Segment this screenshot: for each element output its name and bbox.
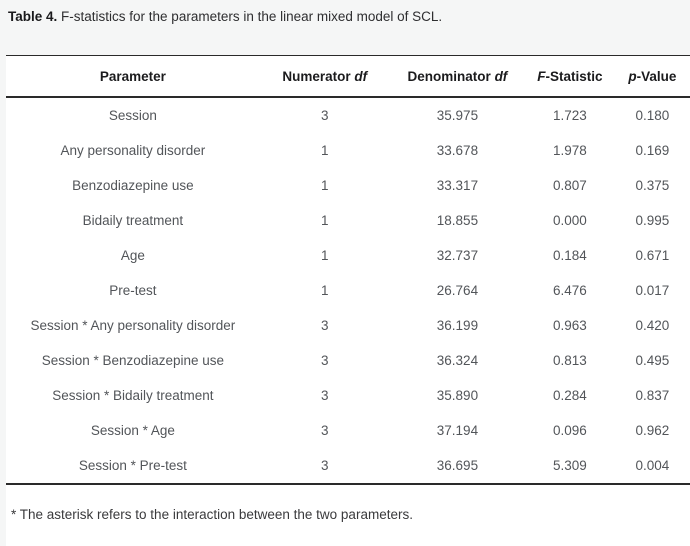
table-row: Session * Age 3 37.194 0.096 0.962 xyxy=(6,413,690,448)
table-cell: 3 xyxy=(320,108,329,123)
table-cell: 5.309 xyxy=(525,448,615,485)
table-cell: 0.671 xyxy=(635,248,670,263)
table-footnote: * The asterisk refers to the interaction… xyxy=(11,507,413,522)
table-cell: 0.000 xyxy=(553,213,587,228)
table-cell: 36.324 xyxy=(436,353,479,368)
table-cell: 33.317 xyxy=(436,178,479,193)
table-cell: 0.807 xyxy=(553,178,587,193)
table-cell: Bidaily treatment xyxy=(82,213,184,228)
table-cell: 0.813 xyxy=(553,353,587,368)
table-caption: Table 4. F-statistics for the parameters… xyxy=(8,8,442,25)
table-cell: 3 xyxy=(320,388,329,403)
table-cell: 1.978 xyxy=(553,143,587,158)
table-row: Bidaily treatment 1 18.855 0.000 0.995 xyxy=(6,203,690,238)
table-cell: 1 xyxy=(320,248,329,263)
column-header: p-Value xyxy=(614,56,690,98)
table-row: Pre-test 1 26.764 6.476 0.017 xyxy=(6,273,690,308)
table-cell: 3 xyxy=(320,318,329,333)
f-statistics-table: Parameter Numerator df Denominator df F-Sta… xyxy=(6,56,690,485)
column-header: Denominator df xyxy=(389,56,526,98)
table-cell: 32.737 xyxy=(436,248,479,263)
table-cell: 1 xyxy=(320,143,329,158)
table-cell: 0.184 xyxy=(553,248,587,263)
table-cell: 1.723 xyxy=(553,108,587,123)
table-cell: 35.890 xyxy=(436,388,479,403)
table-cell: 0.096 xyxy=(553,423,587,438)
table-cell: Session * Any personality disorder xyxy=(30,318,236,333)
table-header-row: Parameter Numerator df Denominator df F-Sta… xyxy=(6,56,690,98)
table-row: Session 3 35.975 1.723 0.180 xyxy=(6,97,690,133)
column-header: Parameter xyxy=(6,56,260,98)
table-cell: 3 xyxy=(259,448,390,485)
table-cell: Session * Bidaily treatment xyxy=(52,388,214,403)
table-cell: 0.169 xyxy=(635,143,670,158)
table-cell: Pre-test xyxy=(109,283,157,298)
table-row: Session * Bidaily treatment 3 35.890 0.284 0… xyxy=(6,378,690,413)
table-cell: 0.017 xyxy=(635,283,670,298)
table-cell: 0.495 xyxy=(635,353,670,368)
table-cell: Session xyxy=(108,108,157,123)
table-row: Any personality disorder 1 33.678 1.978 0.16… xyxy=(6,133,690,168)
table-panel: Parameter Numerator df Denominator df F-Sta… xyxy=(6,55,690,546)
table-cell: 6.476 xyxy=(553,283,587,298)
table-cell: 1 xyxy=(320,178,329,193)
table-caption-label: Table 4. xyxy=(8,9,58,24)
table-caption-text: F-statistics for the parameters in the l… xyxy=(57,9,443,24)
table-row: Session * Benzodiazepine use 3 36.324 0.813… xyxy=(6,343,690,378)
table-body: Session 3 35.975 1.723 0.180 Any personality … xyxy=(6,97,690,485)
table-cell: Session * Benzodiazepine use xyxy=(41,353,225,368)
table-cell: 0.004 xyxy=(614,448,690,485)
table-cell: 35.975 xyxy=(436,108,479,123)
table-cell: 0.420 xyxy=(635,318,670,333)
table-cell: 0.375 xyxy=(635,178,670,193)
table-cell: 3 xyxy=(320,353,329,368)
table-row: Age 1 32.737 0.184 0.671 xyxy=(6,238,690,273)
table-cell: 33.678 xyxy=(436,143,479,158)
column-header: Numerator df xyxy=(259,56,390,98)
table-cell: 0.837 xyxy=(635,388,670,403)
table-row: Benzodiazepine use 1 33.317 0.807 0.375 xyxy=(6,168,690,203)
table-cell: 36.695 xyxy=(389,448,526,485)
table-cell: 0.963 xyxy=(553,318,587,333)
table-cell: 37.194 xyxy=(436,423,479,438)
table-cell: 26.764 xyxy=(436,283,479,298)
table-header: Parameter Numerator df Denominator df F-Sta… xyxy=(6,56,690,98)
table-cell: 3 xyxy=(320,423,329,438)
table-cell: 0.180 xyxy=(635,108,670,123)
table-row: Session * Any personality disorder 3 36.19… xyxy=(6,308,690,343)
table-cell: Age xyxy=(120,248,145,263)
column-header: F-Statistic xyxy=(525,56,615,98)
table-cell: Any personality disorder xyxy=(60,143,206,158)
table-cell: 18.855 xyxy=(436,213,479,228)
table-cell: 1 xyxy=(320,283,329,298)
table-cell: 0.995 xyxy=(635,213,670,228)
table-cell: 0.962 xyxy=(635,423,670,438)
table-row: Session * Pre-test 3 36.695 5.309 0.004 xyxy=(6,448,690,485)
table-cell: 0.284 xyxy=(553,388,587,403)
table-cell: Session * Age xyxy=(90,423,175,438)
table-cell: 36.199 xyxy=(436,318,479,333)
table-cell: Benzodiazepine use xyxy=(72,178,194,193)
table-cell: 1 xyxy=(320,213,329,228)
table-cell: Session * Pre-test xyxy=(6,448,260,485)
